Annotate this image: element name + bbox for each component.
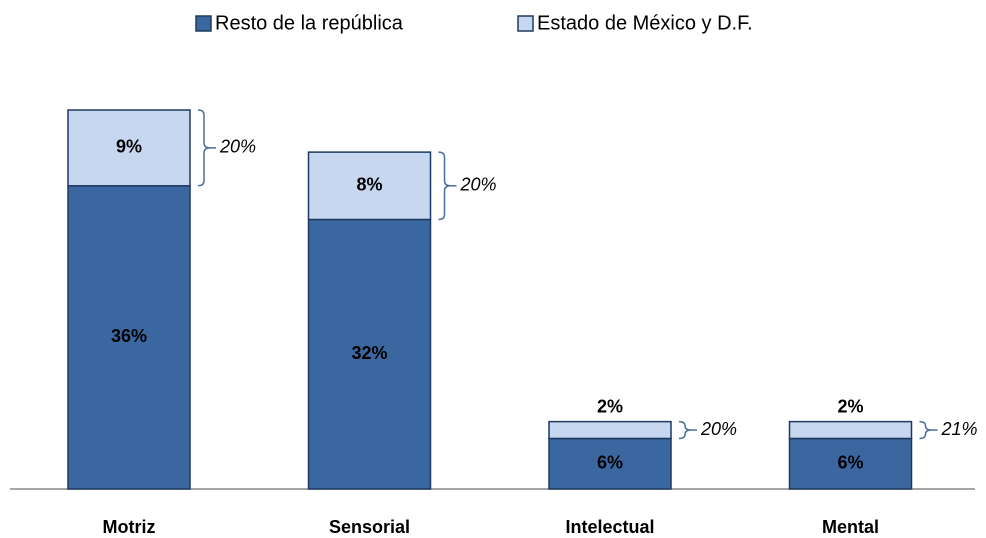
data-label: 32% — [351, 343, 387, 363]
legend-label: Resto de la república — [215, 12, 404, 34]
bar-segment — [67, 109, 191, 187]
x-tick-label: Intelectual — [565, 517, 654, 537]
x-tick-label: Motriz — [103, 517, 156, 537]
bar-segment — [67, 185, 191, 490]
annotation: 20% — [219, 137, 256, 157]
x-tick-label: Sensorial — [329, 517, 410, 537]
bar-segment — [788, 437, 913, 490]
bar-segment — [548, 437, 672, 490]
data-label: 2% — [597, 396, 623, 416]
bar-segment — [307, 218, 432, 490]
annotation: 21% — [941, 419, 978, 439]
bar-segment — [548, 420, 672, 440]
legend-label: Estado de México y D.F. — [537, 12, 753, 34]
bar-segment — [307, 151, 432, 221]
data-label: 9% — [116, 137, 142, 157]
bar-segment — [788, 420, 913, 440]
annotation: 20% — [460, 175, 497, 195]
data-label: 6% — [597, 452, 623, 472]
legend-swatch — [195, 15, 212, 32]
bracket — [197, 109, 211, 187]
x-tick-label: Mental — [822, 517, 879, 537]
data-label: 36% — [111, 326, 147, 346]
bracket — [438, 151, 451, 221]
data-label: 2% — [837, 396, 863, 416]
data-label: 6% — [837, 452, 863, 472]
legend-swatch — [517, 15, 534, 32]
data-label: 8% — [356, 175, 382, 195]
bracket — [919, 420, 932, 440]
annotation: 20% — [700, 419, 737, 439]
bracket — [678, 420, 692, 440]
